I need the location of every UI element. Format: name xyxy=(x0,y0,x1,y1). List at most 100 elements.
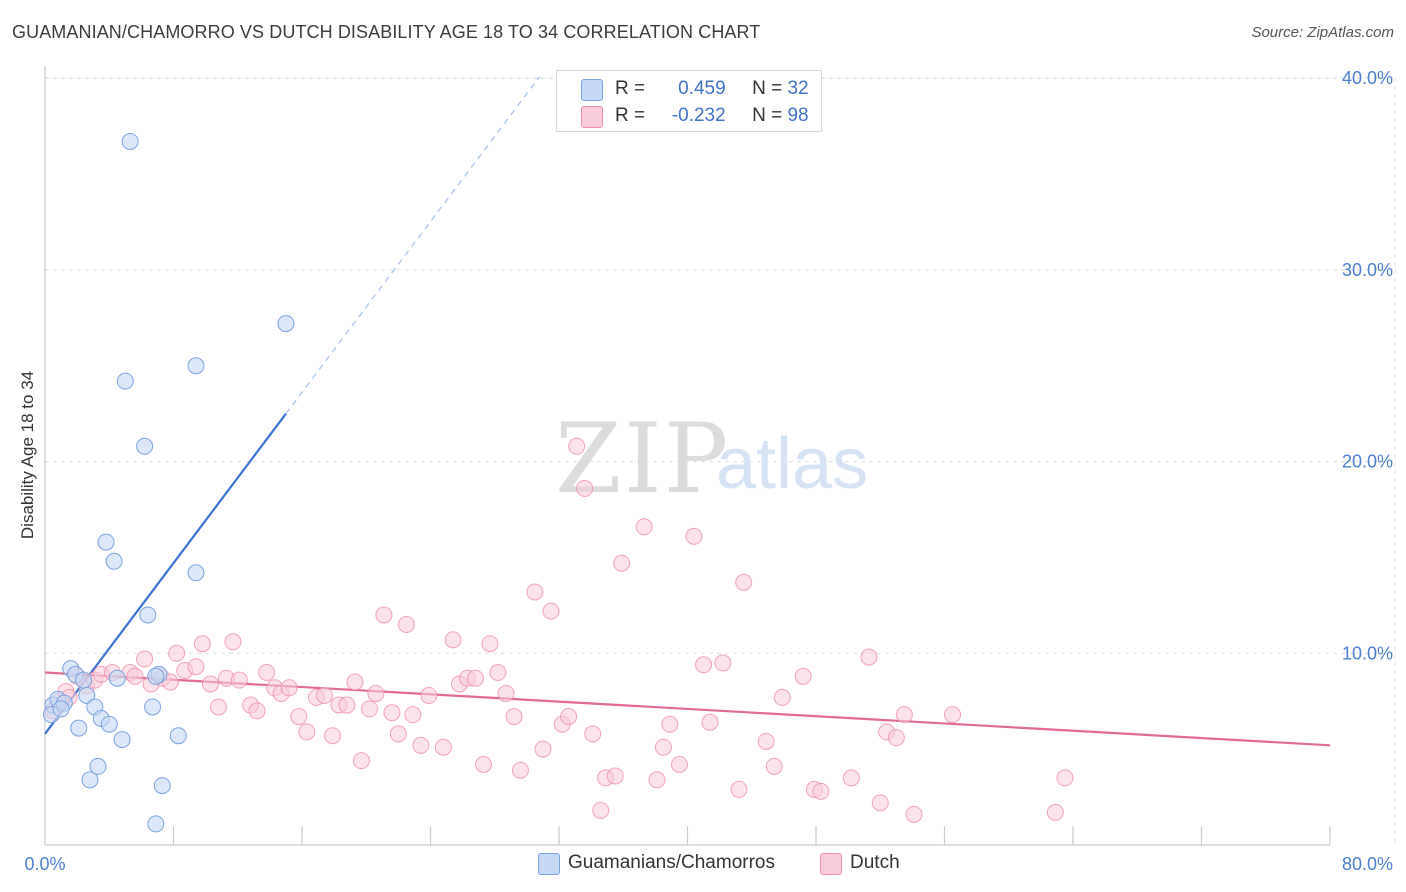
data-point-dutch xyxy=(592,801,610,819)
data-point-dutch xyxy=(576,479,594,497)
data-point-guamanians xyxy=(277,315,295,333)
data-point-dutch xyxy=(315,686,333,704)
r-value-dutch: -0.232 xyxy=(671,105,726,126)
data-point-dutch xyxy=(765,757,783,775)
series-legend: Guamanians/Chamorros Dutch xyxy=(0,850,1406,878)
data-point-dutch xyxy=(193,635,211,653)
chart-title: GUAMANIAN/CHAMORRO VS DUTCH DISABILITY A… xyxy=(12,22,761,42)
data-point-dutch xyxy=(944,706,962,724)
data-point-guamanians xyxy=(116,372,134,390)
data-point-guamanians xyxy=(187,357,205,375)
data-point-dutch xyxy=(887,729,905,747)
data-point-dutch xyxy=(126,667,144,685)
watermark-zip: ZIP xyxy=(555,403,730,515)
data-point-dutch xyxy=(367,685,385,703)
n-value-dutch: 98 xyxy=(787,105,809,126)
data-point-dutch xyxy=(404,706,422,724)
data-point-dutch xyxy=(511,761,529,779)
watermark-atlas: atlas xyxy=(716,424,868,504)
data-point-dutch xyxy=(383,704,401,722)
data-point-guamanians xyxy=(97,533,115,551)
r-label: R = xyxy=(615,105,646,126)
data-point-dutch xyxy=(230,671,248,689)
data-point-dutch xyxy=(481,635,499,653)
data-point-dutch xyxy=(730,780,748,798)
data-point-dutch xyxy=(542,602,560,620)
legend-swatch-dutch xyxy=(820,853,842,875)
data-point-dutch xyxy=(670,755,688,773)
data-point-dutch xyxy=(280,679,298,697)
y-tick-label: 20.0% xyxy=(1342,452,1393,472)
data-point-dutch xyxy=(695,656,713,674)
data-point-guamanians xyxy=(121,132,139,150)
data-point-dutch xyxy=(534,740,552,758)
data-point-dutch xyxy=(871,794,889,812)
axes xyxy=(44,66,1331,846)
data-point-dutch xyxy=(497,685,515,703)
data-point-guamanians xyxy=(153,777,171,795)
y-tick-label: 30.0% xyxy=(1342,260,1393,280)
data-point-dutch xyxy=(224,633,242,651)
data-point-dutch xyxy=(466,669,484,687)
data-point-dutch xyxy=(389,725,407,743)
data-point-dutch xyxy=(346,673,364,691)
data-point-dutch xyxy=(352,752,370,770)
data-point-dutch xyxy=(1056,769,1074,787)
data-point-dutch xyxy=(905,805,923,823)
data-point-dutch xyxy=(248,702,266,720)
data-point-guamanians xyxy=(139,606,157,624)
r-label: R = xyxy=(615,78,646,99)
y-tick-label: 10.0% xyxy=(1342,643,1393,663)
legend-label-guamanians: Guamanians/Chamorros xyxy=(568,852,775,873)
legend-swatch-pink xyxy=(581,106,603,128)
y-tick-label: 40.0% xyxy=(1342,68,1393,88)
data-point-dutch xyxy=(794,667,812,685)
data-point-dutch xyxy=(412,736,430,754)
data-point-guamanians xyxy=(187,564,205,582)
legend-label-dutch: Dutch xyxy=(850,852,900,873)
data-point-dutch xyxy=(648,771,666,789)
data-point-dutch xyxy=(168,644,186,662)
data-point-dutch xyxy=(613,554,631,572)
data-point-dutch xyxy=(606,767,624,785)
data-point-dutch xyxy=(397,616,415,634)
data-point-dutch xyxy=(209,698,227,716)
data-point-dutch xyxy=(812,782,830,800)
data-point-guamanians xyxy=(147,815,165,833)
data-point-guamanians xyxy=(81,771,99,789)
data-point-dutch xyxy=(635,518,653,536)
data-point-guamanians xyxy=(78,686,96,704)
source-label: Source: ZipAtlas.com xyxy=(1251,24,1394,41)
data-point-dutch xyxy=(201,675,219,693)
data-point-dutch xyxy=(475,755,493,773)
data-point-dutch xyxy=(661,715,679,733)
data-point-dutch xyxy=(375,606,393,624)
r-value-guamanians: 0.459 xyxy=(678,78,726,99)
data-point-dutch xyxy=(187,658,205,676)
data-point-dutch xyxy=(714,654,732,672)
data-point-guamanians xyxy=(147,667,165,685)
data-point-dutch xyxy=(584,725,602,743)
data-point-guamanians xyxy=(100,715,118,733)
data-point-dutch xyxy=(420,686,438,704)
data-point-dutch xyxy=(290,708,308,726)
data-point-dutch xyxy=(842,769,860,787)
tick-labels: 10.0% 20.0% 30.0% 40.0% 0.0% 80.0% xyxy=(24,68,1393,874)
data-point-guamanians xyxy=(70,719,88,737)
data-point-guamanians xyxy=(89,757,107,775)
data-point-dutch xyxy=(735,573,753,591)
legend-text-guamanians: R = 0.459 N = 32 xyxy=(615,78,809,100)
n-label: N = xyxy=(752,105,783,126)
data-point-guamanians xyxy=(52,700,70,718)
data-point-dutch xyxy=(505,708,523,726)
data-point-dutch xyxy=(560,708,578,726)
data-point-guamanians xyxy=(113,731,131,749)
data-point-guamanians xyxy=(75,671,93,689)
data-point-dutch xyxy=(757,732,775,750)
data-point-guamanians xyxy=(108,669,126,687)
data-point-dutch xyxy=(685,527,703,545)
data-point-dutch xyxy=(434,738,452,756)
data-point-guamanians xyxy=(105,552,123,570)
data-point-dutch xyxy=(298,723,316,741)
